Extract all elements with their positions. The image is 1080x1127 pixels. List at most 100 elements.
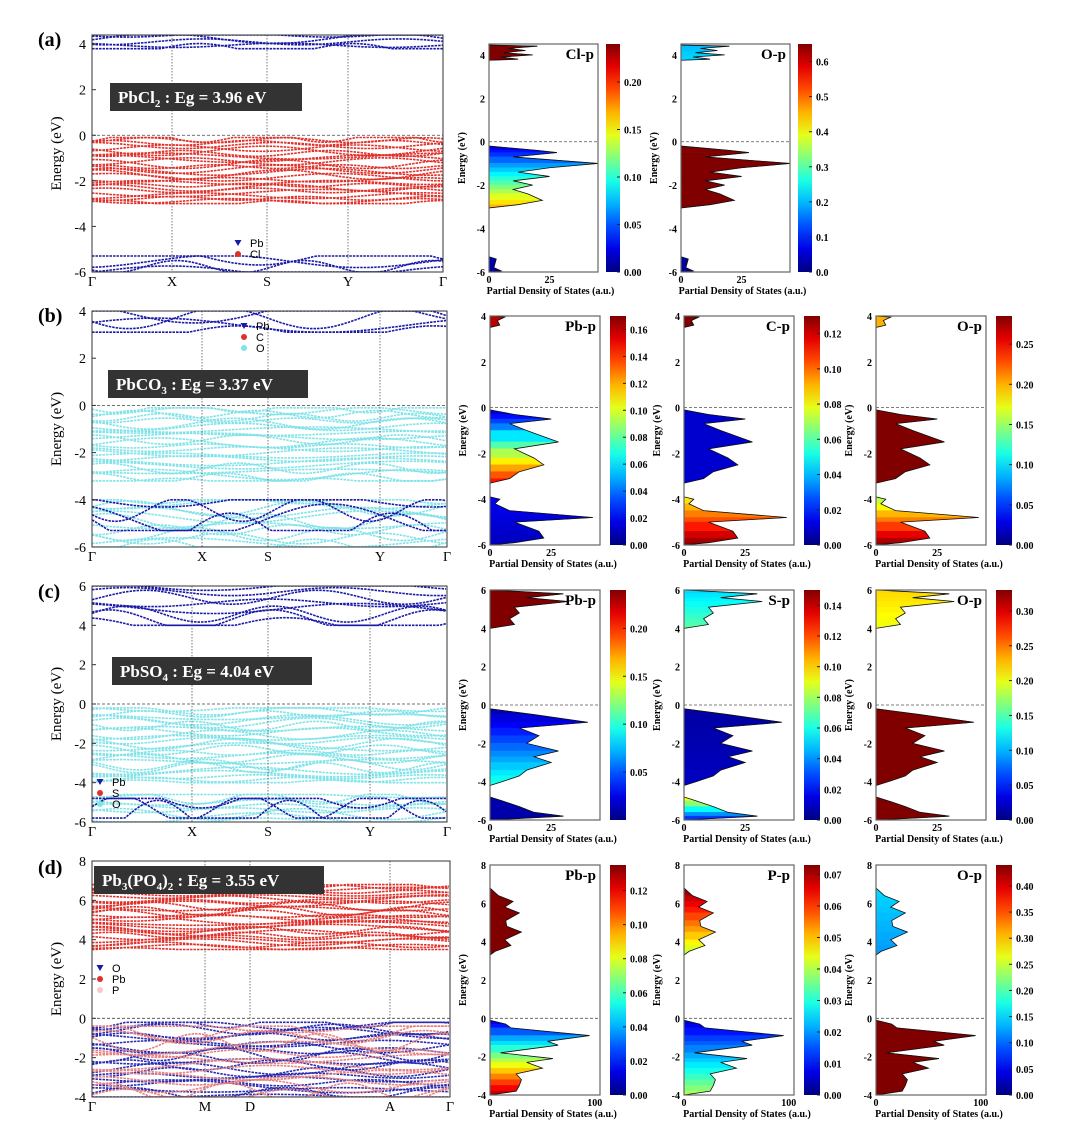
y-tick-label: 2 (675, 976, 680, 987)
band-line (92, 188, 443, 198)
y-tick-label: 0 (867, 404, 872, 415)
colorbar-tick-label: 0.10 (630, 921, 648, 932)
band-line (92, 141, 443, 150)
x-tick-label: 25 (932, 548, 942, 559)
kpoint-label: S (264, 550, 272, 565)
y-tick-label: -2 (672, 1053, 680, 1064)
y-tick-label: 6 (79, 580, 86, 595)
band-line (92, 1053, 450, 1065)
y-tick-label: 4 (79, 38, 86, 53)
bandgap-label-part: 3 (161, 385, 167, 397)
x-tick-label: 100 (587, 1098, 602, 1109)
legend-marker-circle (97, 801, 103, 807)
y-tick-label: -6 (74, 266, 86, 281)
colorbar-tick-label: 0.15 (1016, 711, 1034, 722)
colorbar-tick-label: 0.3 (816, 163, 829, 174)
y-tick-label: -6 (864, 541, 872, 552)
y-tick-label: 4 (675, 624, 680, 635)
pdos-plot-O-p: O-p -6 -4 -2 0 2 4 0 25 Energy (eV) Partial Densit… (649, 43, 829, 297)
y-tick-label: -4 (74, 1091, 86, 1106)
panel-label: (c) (38, 581, 60, 603)
band-line (92, 1029, 450, 1045)
band-line (92, 586, 447, 592)
pdos-plot-S-p: S-p -6 -4 -2 0 2 4 6 0 25 Energy (eV) Partial Densi… (652, 586, 842, 845)
pdos-fill-segment (683, 448, 729, 459)
bandgap-label-part: : Eg = 4.04 eV (168, 662, 275, 681)
band-line (92, 761, 447, 774)
y-tick-label: -4 (864, 778, 872, 789)
pdos-curve (683, 887, 717, 956)
x-tick-label: 0 (488, 823, 493, 834)
band-line (92, 725, 447, 733)
colorbar-tick-label: 0.08 (824, 693, 842, 704)
kpoint-label: Y (365, 825, 375, 840)
panel-label: (d) (38, 857, 62, 879)
pdos-curve (875, 1019, 976, 1096)
legend-label: O (112, 799, 121, 811)
bandgap-label-part: 2 (155, 98, 161, 110)
y-tick-label: 0 (675, 1014, 680, 1025)
y-tick-label: 0 (481, 701, 486, 712)
pdos-fill-segment (489, 1067, 543, 1075)
y-tick-label: 2 (79, 659, 86, 674)
pdos-fill-segment (683, 1035, 784, 1042)
pdos-fill-segment (680, 180, 725, 186)
bandgap-label: PbCO3 : Eg = 3.37 eV (116, 375, 274, 397)
pdos-fill-segment (488, 163, 599, 169)
kpoint-label: Γ (446, 1100, 454, 1115)
pdos-axes-frame (683, 315, 795, 546)
band-line (92, 807, 447, 821)
y-tick-label: 0 (79, 698, 86, 713)
pdos-fill-segment (875, 441, 945, 450)
colorbar-tick-label: 0.06 (824, 435, 842, 446)
y-tick-label: 4 (481, 312, 486, 323)
band-line (92, 443, 447, 449)
y-tick-label: 0 (79, 129, 86, 144)
y-tick-label: -4 (74, 494, 86, 509)
colorbar-tick-label: 0.05 (624, 221, 642, 232)
band-line (92, 806, 447, 814)
pdos-fill-segment (489, 441, 559, 450)
y-tick-label: 2 (481, 663, 486, 674)
y-tick-label: 2 (79, 84, 86, 99)
pdos-fill-segment (875, 498, 887, 505)
band-line (92, 179, 443, 186)
band-line (92, 1093, 449, 1097)
pdos-fill-segment (489, 750, 559, 757)
kpoint-label: X (197, 550, 207, 565)
kpoint-label: M (199, 1100, 212, 1115)
band-y-axis-label: Energy (eV) (49, 116, 65, 190)
y-tick-label: 2 (79, 352, 86, 367)
pdos-curve (683, 315, 701, 328)
bandgap-label-part: 3 (122, 881, 128, 893)
y-tick-label: 0 (675, 701, 680, 712)
band-line (92, 156, 443, 166)
pdos-plot-Pb-p: Pb-p -6 -4 -2 0 2 4 0 25 Energy (eV) Partial Densi… (458, 312, 648, 570)
pdos-curve (488, 44, 538, 61)
colorbar-tick-label: 0.40 (1016, 882, 1034, 893)
pdos-fill-segment (683, 769, 722, 777)
y-tick-label: -6 (74, 816, 86, 831)
pdos-fill-segment (875, 714, 974, 723)
band-line (92, 758, 447, 765)
pdos-fill-segment (875, 727, 925, 736)
orbital-label: S-p (768, 593, 790, 609)
x-tick-label: 0 (679, 275, 684, 286)
bandgap-label-box (112, 657, 312, 685)
pdos-fill-segment (683, 920, 702, 927)
orbital-label: O-p (957, 593, 982, 609)
y-tick-label: -2 (478, 739, 486, 750)
colorbar-tick-label: 0.14 (630, 352, 648, 363)
y-tick-label: -6 (478, 816, 486, 827)
pdos-fill-segment (683, 1079, 716, 1086)
colorbar-tick-label: 0.04 (630, 487, 648, 498)
colorbar-tick-label: 0.06 (630, 460, 648, 471)
band-line (92, 742, 447, 752)
pdos-curve (489, 708, 588, 786)
y-tick-label: -2 (477, 181, 485, 192)
orbital-label: O-p (957, 319, 982, 335)
colorbar (996, 316, 1012, 545)
band-line (92, 898, 450, 905)
band-line (92, 727, 447, 737)
